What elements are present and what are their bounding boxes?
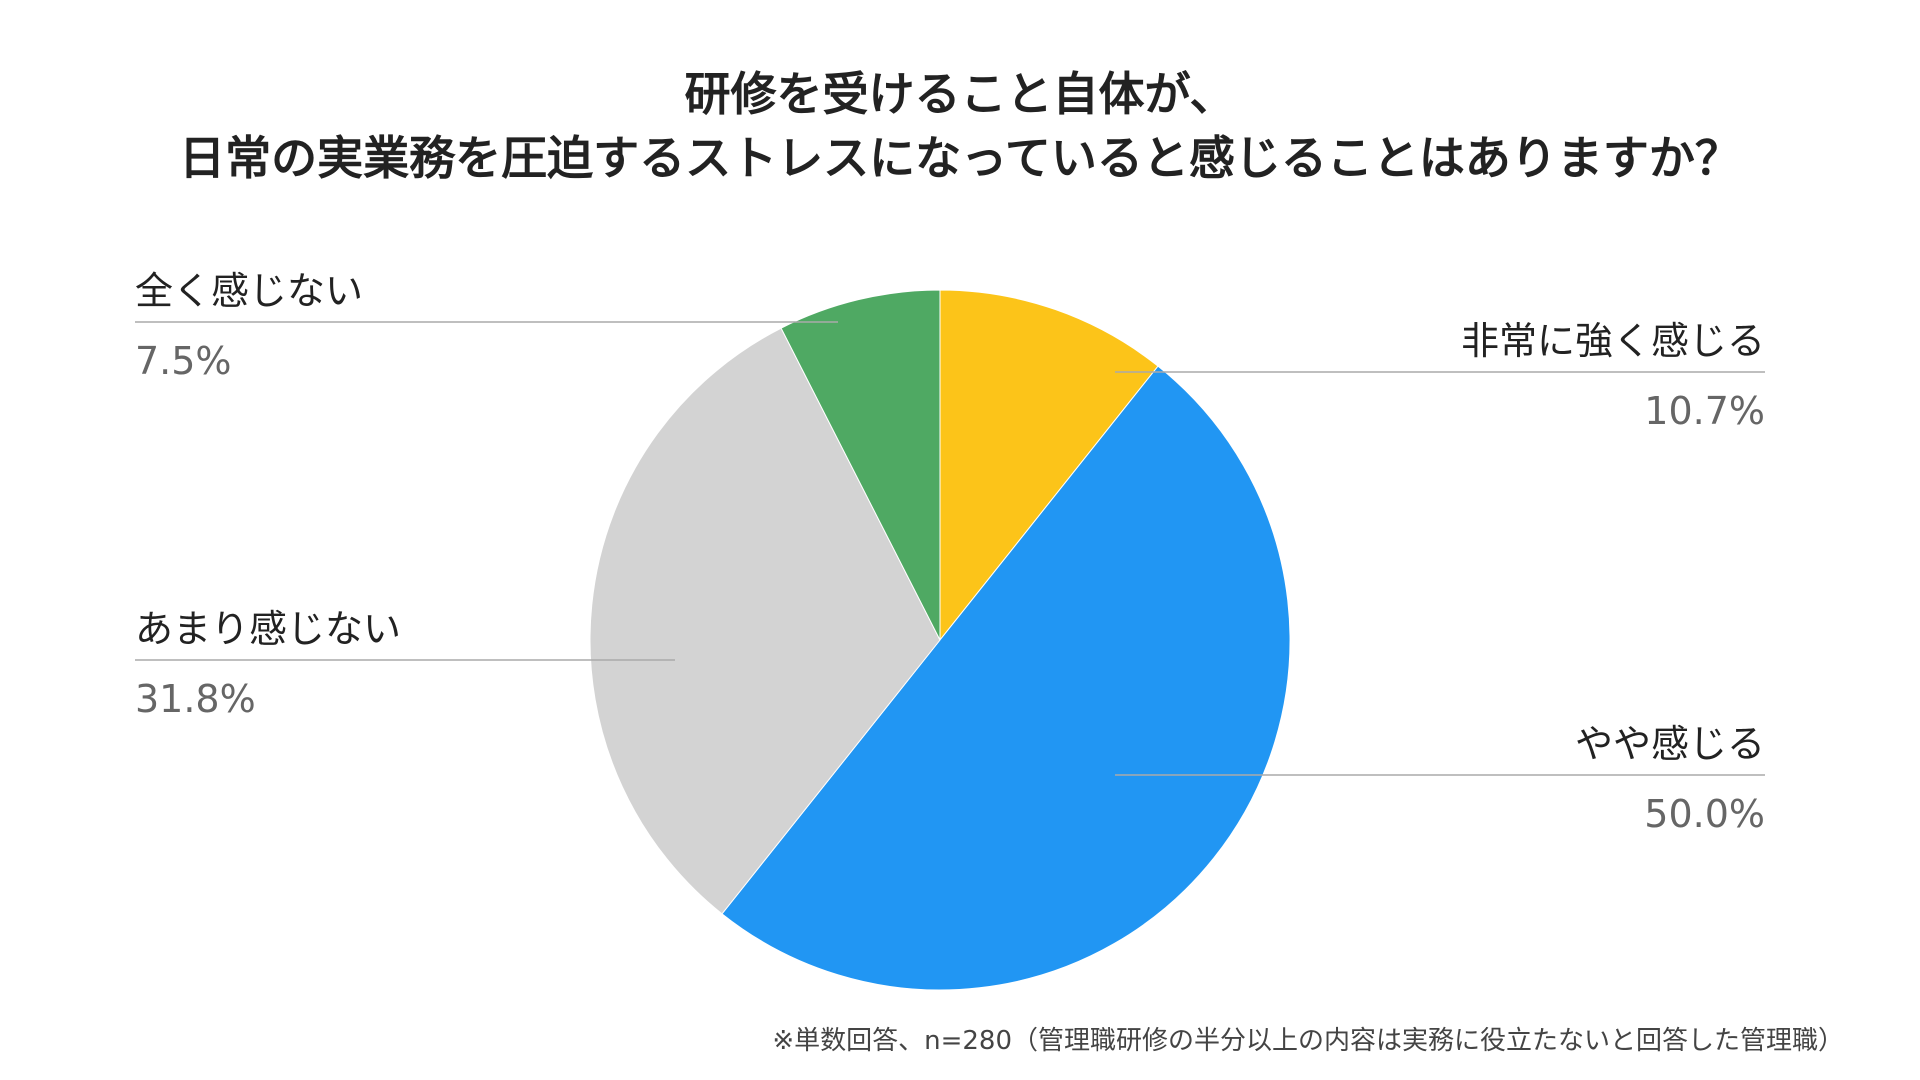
slice-value-label: 50.0%	[1644, 792, 1765, 836]
slice-label: やや感じる	[1575, 722, 1765, 766]
slice-label: あまり感じない	[135, 607, 401, 651]
pie-slice	[589, 327, 941, 915]
slice-label: 全く感じない	[135, 269, 363, 313]
pie-slice	[721, 365, 1291, 991]
slice-label: 非常に強く感じる	[1461, 319, 1765, 363]
chart-title-line-1: 研修を受けること自体が、	[684, 67, 1236, 121]
slice-value-label: 31.8%	[135, 677, 256, 721]
slice-value-label: 10.7%	[1644, 389, 1765, 433]
footnote: ※単数回答、n=280（管理職研修の半分以上の内容は実務に役立たないと回答した管…	[772, 1026, 1844, 1056]
chart-title-line-2: 日常の実業務を圧迫するストレスになっていると感じることはありますか？	[179, 131, 1741, 185]
chart-title: 研修を受けること自体が、 日常の実業務を圧迫するストレスになっていると感じること…	[0, 62, 1920, 190]
pie-slice	[939, 289, 1159, 642]
slice-value-label: 7.5%	[135, 339, 232, 383]
pie-slice	[780, 289, 941, 641]
